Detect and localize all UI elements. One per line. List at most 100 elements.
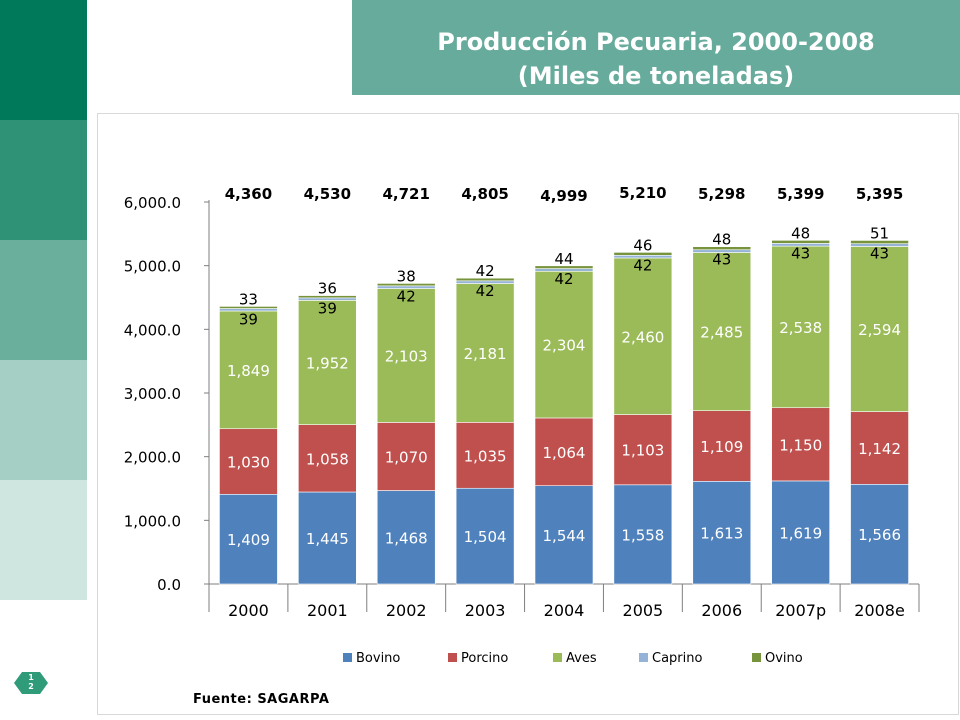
data-label-porcino: 1,064 bbox=[543, 444, 586, 462]
bar-segment-aves bbox=[298, 300, 357, 425]
total-label: 5,399 bbox=[777, 185, 824, 203]
y-tick-label: 5,000.0 bbox=[124, 258, 181, 276]
legend-label-caprino: Caprino bbox=[652, 651, 702, 666]
data-label-ovino: 46 bbox=[633, 236, 652, 254]
bar-segment-ovino bbox=[219, 306, 278, 309]
data-label-bovino: 1,558 bbox=[621, 526, 664, 544]
data-label-aves: 2,460 bbox=[621, 328, 664, 346]
bar-segment-porcino bbox=[771, 407, 830, 482]
bar-segment-ovino bbox=[376, 283, 436, 287]
x-category-label: 2005 bbox=[623, 601, 664, 620]
legend-label-porcino: Porcino bbox=[461, 651, 508, 666]
data-label-caprino: 43 bbox=[712, 251, 731, 269]
sidebar-band-5 bbox=[0, 480, 87, 600]
total-label: 5,395 bbox=[856, 185, 903, 203]
bar-segment-porcino bbox=[850, 411, 909, 485]
bar-segment-ovino bbox=[534, 265, 594, 269]
data-label-caprino: 39 bbox=[318, 300, 337, 318]
data-label-ovino: 51 bbox=[870, 224, 889, 242]
bar-segment-aves bbox=[850, 246, 909, 412]
data-label-aves: 2,485 bbox=[700, 324, 743, 342]
y-tick-label: 1,000.0 bbox=[124, 512, 181, 530]
data-label-ovino: 33 bbox=[239, 290, 258, 308]
data-label-caprino: 42 bbox=[476, 282, 495, 300]
data-label-porcino: 1,109 bbox=[700, 438, 743, 456]
page-number-bottom: 2 bbox=[28, 682, 34, 691]
bar-segment-bovino bbox=[850, 483, 909, 585]
data-label-bovino: 1,566 bbox=[858, 526, 901, 544]
data-label-ovino: 38 bbox=[397, 267, 416, 285]
y-tick-label: 0.0 bbox=[157, 576, 181, 594]
bar-segment-bovino bbox=[219, 493, 278, 585]
bar-segment-porcino bbox=[613, 414, 673, 486]
sidebar-band-6 bbox=[0, 600, 87, 720]
data-label-aves: 2,103 bbox=[385, 347, 428, 365]
total-label: 5,210 bbox=[619, 184, 666, 202]
legend-swatch-porcino bbox=[448, 653, 457, 662]
data-label-ovino: 36 bbox=[318, 280, 337, 298]
bar-segment-bovino bbox=[692, 481, 752, 585]
bar-segment-porcino bbox=[219, 428, 278, 495]
x-category-label: 2004 bbox=[544, 601, 585, 620]
legend-swatch-ovino bbox=[752, 653, 761, 662]
y-tick-label: 6,000.0 bbox=[124, 194, 181, 212]
legend-label-ovino: Ovino bbox=[765, 651, 803, 666]
data-label-aves: 1,849 bbox=[227, 362, 270, 380]
bar-segment-porcino bbox=[534, 417, 594, 486]
total-label: 5,298 bbox=[698, 185, 745, 203]
chart-title: Producción Pecuaria, 2000-2008 bbox=[437, 28, 875, 56]
data-label-ovino: 44 bbox=[554, 250, 573, 268]
bar-segment-porcino bbox=[298, 424, 357, 493]
bar-segment-bovino bbox=[376, 490, 436, 585]
legend-label-aves: Aves bbox=[566, 651, 597, 666]
total-label: 4,360 bbox=[225, 185, 272, 203]
legend-swatch-caprino bbox=[639, 653, 648, 662]
bar-segment-aves bbox=[771, 245, 830, 409]
legend-swatch-bovino bbox=[343, 653, 352, 662]
total-label: 4,999 bbox=[540, 187, 587, 205]
x-category-label: 2000 bbox=[228, 601, 269, 620]
bar-segment-ovino bbox=[613, 252, 673, 256]
bar-segment-ovino bbox=[298, 295, 357, 299]
bar-segment-bovino bbox=[298, 491, 357, 585]
x-category-label: 2002 bbox=[386, 601, 427, 620]
bar-segment-aves bbox=[455, 283, 515, 423]
bar-segment-ovino bbox=[455, 277, 515, 282]
bar-segment-bovino bbox=[613, 484, 673, 585]
data-label-ovino: 42 bbox=[476, 262, 495, 280]
bar-segment-porcino bbox=[692, 410, 752, 482]
x-category-label: 2001 bbox=[307, 601, 348, 620]
chart-subtitle: (Miles de toneladas) bbox=[517, 62, 795, 90]
data-label-caprino: 42 bbox=[397, 287, 416, 305]
y-tick-label: 2,000.0 bbox=[124, 449, 181, 467]
legend-swatch-aves bbox=[553, 653, 562, 662]
y-tick-label: 3,000.0 bbox=[124, 385, 181, 403]
data-label-aves: 2,538 bbox=[779, 319, 822, 337]
bar-segment-aves bbox=[219, 310, 278, 430]
data-label-bovino: 1,613 bbox=[700, 525, 743, 543]
data-label-ovino: 48 bbox=[791, 224, 810, 242]
data-label-caprino: 42 bbox=[633, 256, 652, 274]
bar-segment-ovino bbox=[692, 246, 752, 251]
data-label-caprino: 43 bbox=[791, 244, 810, 262]
data-label-caprino: 39 bbox=[239, 310, 258, 328]
bar-segment-ovino bbox=[771, 240, 830, 244]
y-tick-label: 4,000.0 bbox=[124, 321, 181, 339]
data-label-porcino: 1,058 bbox=[306, 450, 349, 468]
data-label-porcino: 1,142 bbox=[858, 440, 901, 458]
data-label-aves: 2,594 bbox=[858, 321, 901, 339]
bar-segment-ovino bbox=[850, 240, 909, 245]
data-label-bovino: 1,619 bbox=[779, 524, 822, 542]
x-category-label: 2007p bbox=[775, 601, 826, 620]
data-label-aves: 2,181 bbox=[464, 345, 507, 363]
data-label-ovino: 48 bbox=[712, 231, 731, 249]
data-label-bovino: 1,409 bbox=[227, 531, 270, 549]
bar-segment-porcino bbox=[376, 422, 436, 491]
data-label-porcino: 1,070 bbox=[385, 448, 428, 466]
data-label-aves: 2,304 bbox=[543, 337, 586, 355]
sidebar-band-1 bbox=[0, 0, 87, 120]
source-note: Fuente: SAGARPA bbox=[193, 692, 330, 707]
total-label: 4,805 bbox=[461, 185, 508, 203]
bar-segment-aves bbox=[692, 252, 752, 411]
